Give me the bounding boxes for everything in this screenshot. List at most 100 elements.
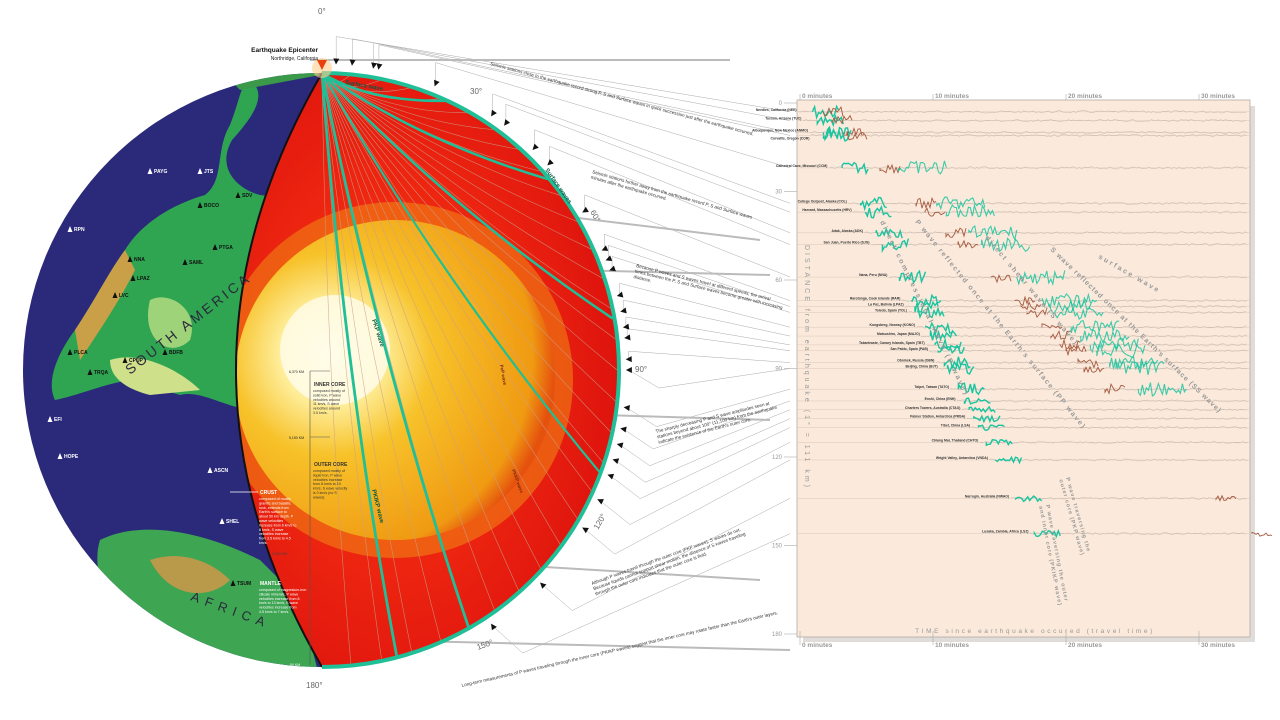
s-wave-arrival	[831, 114, 853, 125]
station-triangle-icon	[547, 159, 554, 166]
inner-core-title: INNER CORE	[314, 382, 346, 388]
surface-wave-arrival	[968, 224, 1018, 242]
s-wave-arrival	[846, 131, 868, 141]
globe-station-label: HOPE	[64, 454, 79, 460]
station-label: Tabarteaste, Canary Islands, Spain (TBT)	[859, 341, 925, 345]
p-wave-arrival	[881, 238, 910, 254]
s-wave-arrival	[1065, 344, 1087, 357]
time-tick-label: 20 minutes	[1068, 93, 1102, 100]
major-ray-path	[320, 73, 470, 628]
distance-tick-label: 120	[772, 455, 783, 461]
trace-baseline	[939, 367, 1248, 370]
time-tick-label: 20 minutes	[1068, 642, 1102, 649]
station-label: Cathedral Cave, Missouri (CCM)	[776, 164, 827, 168]
s-wave-arrival	[879, 163, 901, 175]
epicenter-marker-icon	[317, 60, 327, 70]
time-tick-label: 10 minutes	[935, 93, 969, 100]
surface-wave-arrival	[1137, 381, 1187, 397]
station-label: Enshi, China (ENH)	[925, 397, 956, 401]
trace-baseline	[853, 210, 1247, 214]
p-wave-arrival	[946, 362, 975, 376]
globe-station-label: LPAZ	[137, 276, 150, 282]
station-triangle-icon	[147, 168, 153, 174]
station-triangle-icon	[197, 202, 203, 208]
s-wave-arrival	[1251, 531, 1273, 537]
station-triangle-icon	[333, 58, 340, 65]
station-triangle-icon	[620, 426, 627, 433]
station-label: Albuquerque, New Mexico (ANMO)	[752, 129, 808, 133]
s-wave-arrival	[822, 105, 844, 118]
station-triangle-icon	[504, 119, 511, 126]
globe-station-label: PAYG	[154, 169, 167, 175]
station-triangle-icon	[605, 255, 613, 262]
s-wave-arrival	[1083, 365, 1105, 374]
time-tick-label: 30 minutes	[1201, 642, 1235, 649]
time-tick-label: 0 minutes	[802, 93, 833, 100]
x-axis-title: TIME since earthquake occured (travel ti…	[915, 628, 1155, 635]
p-wave-arrival	[1033, 528, 1061, 539]
p-wave-arrival	[824, 127, 852, 142]
s-wave-arrival	[915, 196, 937, 210]
station-label: San Pablo, Spain (PAB)	[890, 347, 928, 351]
trace-baseline	[979, 440, 1248, 444]
station-label: La Paz, Bolivia (LPAZ)	[868, 303, 904, 307]
globe-station-markers: PAYG JTS SDV BOCO RPN PTGA NNA SAML LPAZ LVC PLCA C…	[47, 168, 253, 587]
outer-core-depth: 5,150 KM	[289, 436, 304, 440]
station-triangle-icon	[127, 256, 133, 262]
mantle-depth-top: 2,890 KM	[272, 552, 287, 556]
annotation-arrival-times: Because P waves and S waves travel at di…	[633, 263, 785, 316]
y-axis-title: DISTANCE from earthquake (1° = 111 km)	[803, 245, 811, 490]
s-wave-arrival	[1050, 330, 1072, 340]
trace-baseline	[811, 133, 1247, 137]
station-triangle-icon	[540, 582, 547, 589]
wave-label-pcp: PcP wave	[499, 364, 508, 386]
globe-station-label: LVC	[119, 293, 129, 299]
globe-station-label: SHEL	[226, 519, 239, 525]
station-label: Obninsk, Russia (OBN)	[897, 359, 934, 363]
crust-text: composed of mostly granitic and basaltic r…	[259, 497, 296, 545]
station-triangle-icon	[582, 527, 589, 534]
p-wave-arrival	[860, 196, 887, 212]
trace-baseline	[989, 458, 1248, 462]
station-triangle-icon	[112, 292, 118, 298]
surface-wave-arrival	[945, 203, 995, 218]
station-label: Wright Valley, Antarctica (VNDA)	[936, 456, 988, 460]
station-label: Corvallis, Oregon (COR)	[770, 136, 809, 140]
station-label: San Juan, Puerto Rico (SJG)	[824, 241, 870, 245]
station-label: Rarotonga, Cook Islands (RAR)	[850, 297, 901, 301]
station-label: Matsushiro, Japan (MAJO)	[877, 332, 920, 336]
s-wave-arrival	[957, 239, 979, 249]
major-ray-path	[321, 73, 614, 320]
station-triangle-icon	[47, 416, 53, 422]
distance-tick-label: 30	[775, 190, 782, 196]
station-triangle-icon	[197, 168, 203, 174]
globe-station-label: PLCA	[74, 350, 88, 356]
time-tick-label: 30 minutes	[1201, 93, 1235, 100]
station-triangle-icon	[607, 473, 615, 480]
p-wave-arrival	[816, 113, 844, 128]
distance-tick-label: 180	[772, 632, 783, 638]
epicenter-place: Northridge, California	[271, 56, 318, 62]
trace-baseline	[803, 119, 1246, 123]
globe: PAYG JTS SDV BOCO RPN PTGA NNA SAML LPAZ LVC PLCA C…	[23, 58, 632, 669]
station-label: Chiang Mai, Thailand (CHTO)	[932, 438, 979, 442]
trace-baseline	[929, 349, 1248, 353]
globe-station-label: PTGA	[219, 245, 233, 251]
station-triangle-icon	[87, 369, 93, 375]
station-labels: Needles, California (NEE) Tucson, Arizona…	[752, 108, 1028, 534]
station-label: Needles, California (NEE)	[756, 108, 797, 112]
station-label: Harvard, Massachusetts (HRV)	[802, 208, 851, 212]
major-ray-path	[321, 73, 548, 181]
trace-baseline	[889, 275, 1247, 279]
trace-baseline	[902, 299, 1248, 303]
crust-title: CRUST	[260, 490, 277, 496]
station-triangle-icon	[625, 366, 632, 373]
s-wave-arrival	[990, 273, 1012, 284]
station-triangle-icon	[212, 244, 218, 250]
surface-wave-path	[321, 71, 621, 669]
trace-baseline	[950, 387, 1247, 391]
surface-wave-arrival	[897, 160, 947, 175]
station-triangle-icon	[620, 307, 627, 314]
surface-station-ticks	[333, 58, 632, 631]
p-wave-arrival	[929, 329, 958, 342]
